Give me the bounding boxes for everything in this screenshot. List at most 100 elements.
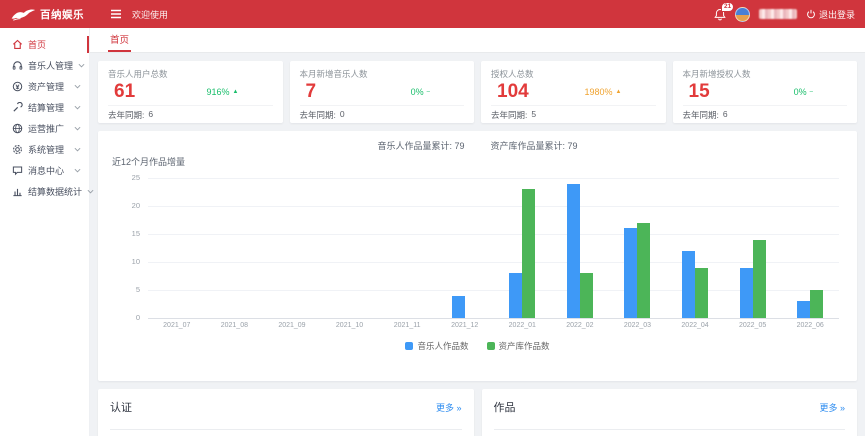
- page-content: 音乐人用户总数 61 916% ▲ 去年同期: 6: [90, 53, 865, 436]
- sidebar-item-settlement-management[interactable]: 结算管理: [0, 97, 89, 118]
- stat-card-new-musicians: 本月新增音乐人数 7 0% – 去年同期: 0: [289, 61, 474, 123]
- sidebar-item-asset-management[interactable]: 资产管理: [0, 76, 89, 97]
- chevron-down-icon: [74, 168, 81, 173]
- trend-arrow-icon: –: [426, 88, 430, 95]
- chevron-down-icon: [87, 189, 94, 194]
- stat-trend: 1980% ▲: [585, 87, 622, 97]
- username-redacted[interactable]: [758, 9, 797, 19]
- gear-icon: [13, 145, 22, 154]
- sidebar-item-label: 系统管理: [28, 145, 65, 155]
- sidebar-item-label: 首页: [28, 40, 47, 50]
- chart-title-musician-total: 音乐人作品量累计: 79: [377, 141, 465, 151]
- table-header: 头像音乐人名称歌手名类型创建时间审核状态操作: [110, 429, 462, 436]
- y-axis-label: 25: [131, 173, 140, 182]
- stat-value: 15: [688, 81, 710, 102]
- grid-line: [148, 178, 839, 179]
- more-link[interactable]: 更多 »: [819, 402, 845, 413]
- sidebar-item-label: 音乐人管理: [28, 61, 74, 71]
- tab-home[interactable]: 首页: [108, 27, 132, 52]
- stat-cards-row: 音乐人用户总数 61 916% ▲ 去年同期: 6: [98, 61, 857, 123]
- x-axis-label: 2021_10: [335, 322, 364, 329]
- notifications-button[interactable]: 21: [714, 1, 735, 21]
- brand[interactable]: 百纳娱乐: [10, 7, 96, 22]
- power-icon: [807, 9, 815, 19]
- top-header: 百纳娱乐 欢迎使用 21 退出登录: [0, 0, 865, 28]
- bar-asset-works: [637, 223, 650, 318]
- avatar[interactable]: [734, 6, 750, 22]
- sidebar-item-musician-management[interactable]: 音乐人管理: [0, 55, 89, 76]
- bar-musician-works: [682, 251, 695, 318]
- bottom-panels: 认证 更多 » 头像音乐人名称歌手名类型创建时间审核状态操作 作品 更多 » 封…: [98, 389, 857, 436]
- chat-icon: [12, 166, 23, 176]
- chevron-down-icon: [74, 105, 81, 110]
- stat-card-authorized-total: 授权人总数 104 1980% ▲ 去年同期: 5: [481, 61, 666, 123]
- stat-value: 104: [497, 81, 529, 102]
- x-axis-label: 2022_02: [566, 322, 594, 329]
- wrench-icon: [13, 102, 23, 112]
- bird-logo-icon: [11, 8, 36, 21]
- legend-label: 资产库作品数: [498, 341, 550, 351]
- sidebar-item-home[interactable]: 首页: [0, 34, 89, 55]
- grid-line: [148, 262, 839, 263]
- table-header: 封面音乐人作品名称作品类型创建时间审核状态操作: [493, 429, 845, 436]
- bar-asset-works: [580, 273, 593, 318]
- sidebar-item-operations-promotion[interactable]: 运营推广: [0, 118, 89, 139]
- bar-musician-works: [509, 273, 522, 318]
- panel-title: 作品: [493, 402, 516, 414]
- logout-label: 退出登录: [818, 9, 855, 20]
- x-axis-label: 2022_01: [508, 322, 536, 329]
- panel-certification: 认证 更多 » 头像音乐人名称歌手名类型创建时间审核状态操作: [98, 389, 474, 436]
- y-axis-label: 0: [135, 313, 140, 322]
- menu-collapse-icon[interactable]: [110, 9, 122, 19]
- stat-trend: 0% –: [411, 87, 430, 97]
- chevron-down-icon: [74, 147, 81, 152]
- notification-badge: 21: [720, 1, 735, 12]
- sidebar: 首页 音乐人管理 资产管理: [0, 28, 94, 436]
- x-axis-label: 2022_06: [796, 322, 824, 329]
- stat-value: 61: [114, 81, 136, 102]
- x-axis-label: 2021_11: [393, 322, 421, 329]
- panel-title: 认证: [110, 402, 132, 414]
- legend-color-swatch: [486, 342, 495, 350]
- y-axis-label: 5: [135, 285, 140, 294]
- trend-arrow-icon: ▲: [232, 88, 239, 95]
- welcome-text: 欢迎使用: [132, 9, 169, 20]
- trend-arrow-icon: –: [809, 88, 813, 95]
- grid-line: [148, 234, 839, 235]
- stat-footer-label: 去年同期:: [682, 110, 719, 120]
- legend-item[interactable]: 资产库作品数: [486, 340, 550, 352]
- sidebar-item-label: 结算管理: [28, 103, 65, 113]
- bar-chart-icon: [13, 188, 22, 197]
- stat-card-title: 授权人总数: [491, 69, 534, 79]
- grid-line: [148, 206, 839, 207]
- x-axis-label: 2022_05: [738, 322, 767, 329]
- sidebar-item-label: 消息中心: [28, 166, 65, 176]
- logout-button[interactable]: 退出登录: [806, 8, 855, 21]
- sidebar-item-message-center[interactable]: 消息中心: [0, 160, 89, 181]
- sidebar-item-settlement-statistics[interactable]: 结算数据统计: [0, 181, 94, 202]
- stat-percent: 0%: [793, 86, 807, 97]
- x-axis-label: 2022_03: [623, 322, 652, 329]
- x-axis-label: 2021_09: [278, 322, 306, 329]
- y-axis-label: 10: [131, 257, 140, 266]
- tab-bar: 首页: [90, 28, 865, 53]
- stat-percent: 1980%: [584, 86, 613, 97]
- sidebar-item-system-management[interactable]: 系统管理: [0, 139, 89, 160]
- stat-footer-label: 去年同期:: [299, 110, 336, 120]
- stat-footer-value: 6: [722, 109, 728, 119]
- trend-arrow-icon: ▲: [615, 88, 622, 95]
- headset-icon: [12, 61, 23, 70]
- more-link[interactable]: 更多 »: [435, 402, 462, 413]
- stat-percent: 916%: [206, 86, 230, 97]
- sidebar-item-label: 运营推广: [28, 124, 65, 134]
- stat-card-title: 音乐人用户总数: [108, 69, 168, 79]
- stat-footer-label: 去年同期:: [491, 110, 528, 120]
- legend-item[interactable]: 音乐人作品数: [405, 340, 469, 352]
- y-axis-label: 15: [131, 229, 140, 238]
- chevron-down-icon: [78, 63, 85, 68]
- x-axis-label: 2022_04: [681, 322, 709, 329]
- header-actions: 21 退出登录: [714, 1, 855, 22]
- legend-color-swatch: [405, 342, 414, 350]
- chart-legend: 音乐人作品数 资产库作品数: [110, 340, 845, 352]
